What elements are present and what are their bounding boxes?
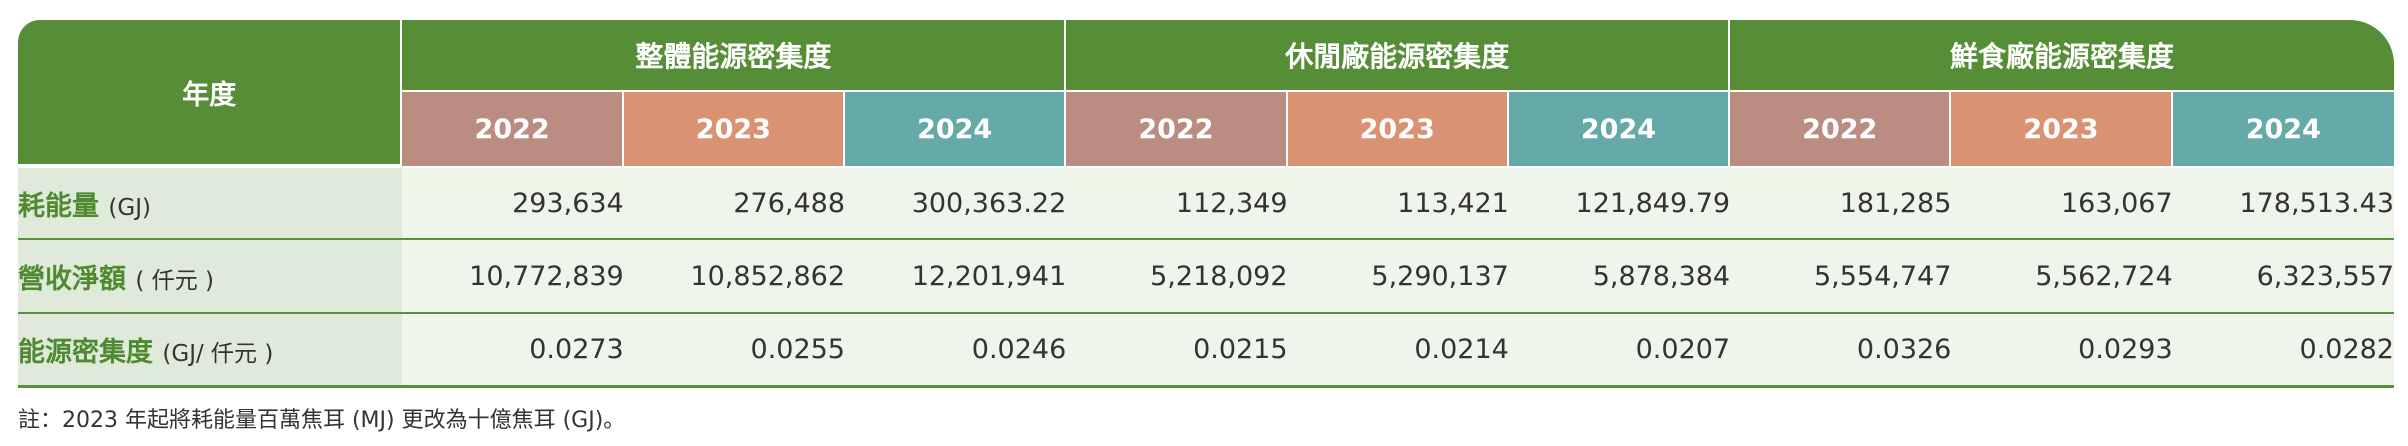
table-cell: 0.0214 — [1287, 314, 1509, 388]
energy-intensity-table: 年度 整體能源密集度 休閒廠能源密集度 鮮食廠能源密集度 2022 2023 2… — [18, 20, 2394, 388]
row-label-unit: (GJ) — [108, 194, 151, 221]
year-header-fresh-2024: 2024 — [2172, 92, 2394, 166]
row-label-text: 營收淨額 — [18, 263, 126, 295]
year-header-overall-2024: 2024 — [845, 92, 1067, 166]
table-row-energy-consumption: 耗能量 (GJ) 293,634 276,488 300,363.22 112,… — [18, 166, 2394, 240]
year-header-fresh-2023: 2023 — [1951, 92, 2173, 166]
group-header-leisure-plant: 休閒廠能源密集度 — [1066, 20, 1731, 92]
table-cell: 0.0215 — [1066, 314, 1288, 388]
row-label-text: 耗能量 — [18, 190, 99, 222]
table-cell: 121,849.79 — [1508, 166, 1731, 240]
year-header-fresh-2022: 2022 — [1730, 92, 1952, 166]
group-header-fresh-food-plant: 鮮食廠能源密集度 — [1730, 20, 2394, 92]
year-header-leisure-2022: 2022 — [1066, 92, 1288, 166]
year-header-overall-2023: 2023 — [623, 92, 845, 166]
row-label-energy-intensity: 能源密集度 (GJ/ 仟元 ) — [18, 314, 403, 388]
table-cell: 112,349 — [1066, 166, 1288, 240]
year-corner-header: 年度 — [18, 20, 403, 166]
table-cell: 0.0255 — [623, 314, 845, 388]
table-cell: 5,290,137 — [1287, 240, 1509, 314]
table-cell: 0.0207 — [1508, 314, 1731, 388]
table-cell: 0.0293 — [1951, 314, 2173, 388]
table-cell: 0.0246 — [845, 314, 1067, 388]
table-cell: 12,201,941 — [845, 240, 1067, 314]
table-cell: 0.0273 — [402, 314, 624, 388]
table-cell: 181,285 — [1730, 166, 1952, 240]
table-row-net-revenue: 營收淨額 ( 仟元 ) 10,772,839 10,852,862 12,201… — [18, 240, 2394, 314]
table-cell: 5,878,384 — [1508, 240, 1731, 314]
table-cell: 5,218,092 — [1066, 240, 1288, 314]
group-header-overall: 整體能源密集度 — [402, 20, 1067, 92]
table-cell: 5,554,747 — [1730, 240, 1952, 314]
table-cell: 178,513.43 — [2172, 166, 2394, 240]
table-cell: 276,488 — [623, 166, 845, 240]
row-label-net-revenue: 營收淨額 ( 仟元 ) — [18, 240, 403, 314]
energy-table-container: 年度 整體能源密集度 休閒廠能源密集度 鮮食廠能源密集度 2022 2023 2… — [18, 20, 2394, 388]
row-label-text: 能源密集度 — [18, 337, 153, 368]
table-cell: 300,363.22 — [845, 166, 1067, 240]
table-cell: 6,323,557 — [2172, 240, 2394, 314]
table-cell: 163,067 — [1951, 166, 2173, 240]
row-label-energy-consumption: 耗能量 (GJ) — [18, 166, 403, 240]
year-header-leisure-2023: 2023 — [1287, 92, 1509, 166]
table-row-energy-intensity: 能源密集度 (GJ/ 仟元 ) 0.0273 0.0255 0.0246 0.0… — [18, 314, 2394, 388]
table-cell: 293,634 — [402, 166, 624, 240]
table-cell: 10,852,862 — [623, 240, 845, 314]
table-footnote: 註：2023 年起將耗能量百萬焦耳 (MJ) 更改為十億焦耳 (GJ)。 — [18, 408, 626, 433]
row-label-unit: ( 仟元 ) — [135, 267, 214, 294]
year-header-overall-2022: 2022 — [402, 92, 624, 166]
table-cell: 10,772,839 — [402, 240, 624, 314]
year-header-leisure-2024: 2024 — [1508, 92, 1731, 166]
table-cell: 0.0326 — [1730, 314, 1952, 388]
table-cell: 113,421 — [1287, 166, 1509, 240]
row-label-unit: (GJ/ 仟元 ) — [162, 341, 274, 367]
table-cell: 0.0282 — [2172, 314, 2394, 388]
table-cell: 5,562,724 — [1951, 240, 2173, 314]
